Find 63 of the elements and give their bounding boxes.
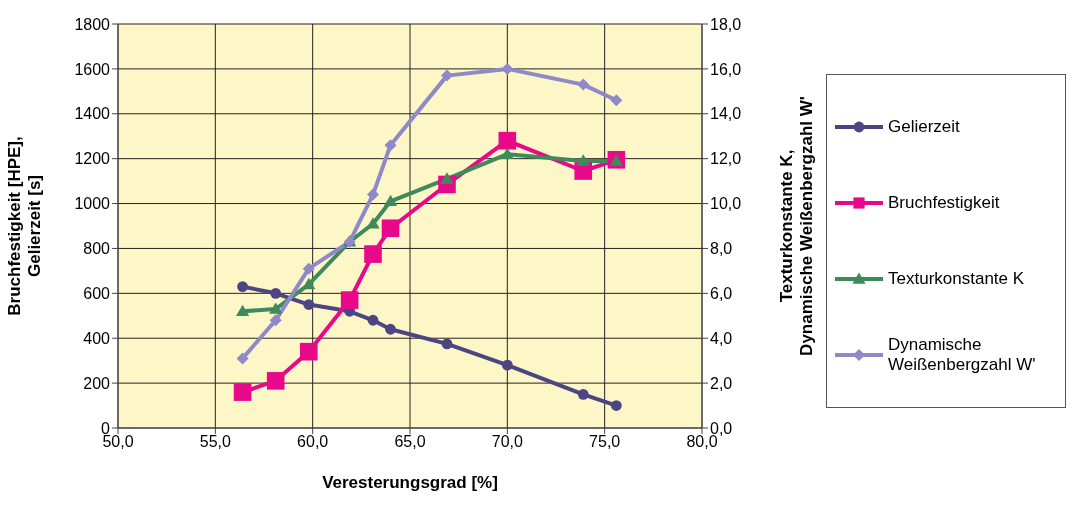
y2-tick-label: 14,0 bbox=[710, 105, 742, 123]
point bbox=[269, 302, 283, 314]
y2-tick-label: 6,0 bbox=[710, 285, 733, 303]
point bbox=[441, 338, 453, 350]
x-tick-label: 65,0 bbox=[394, 433, 426, 451]
point bbox=[235, 304, 250, 317]
x-axis-title: Veresterungsgrad [%] bbox=[322, 473, 498, 492]
y2-tick-label: 4,0 bbox=[710, 329, 733, 347]
point bbox=[270, 287, 282, 299]
y-tick-label: 1000 bbox=[74, 195, 111, 213]
point bbox=[367, 314, 379, 326]
point bbox=[299, 342, 318, 361]
point bbox=[383, 194, 398, 207]
point bbox=[610, 400, 622, 411]
x-tick-label: 55,0 bbox=[199, 433, 232, 451]
x-tick-label: 60,0 bbox=[297, 433, 329, 451]
point bbox=[266, 372, 285, 390]
y-axis-title: Bruchfestigkeit [HPE], Gelierzeit [s] bbox=[5, 136, 44, 316]
y-tick-label: 800 bbox=[83, 240, 111, 258]
point bbox=[498, 131, 517, 150]
point bbox=[576, 154, 590, 166]
y-tick-label: 400 bbox=[83, 329, 111, 347]
point bbox=[381, 219, 400, 238]
point bbox=[577, 388, 589, 400]
x-tick-label: 50,0 bbox=[102, 433, 134, 451]
point bbox=[366, 217, 380, 229]
point bbox=[501, 359, 513, 371]
point bbox=[610, 94, 623, 107]
x-tick-label: 75,0 bbox=[589, 433, 621, 451]
point bbox=[367, 188, 380, 201]
y2-tick-label: 18,0 bbox=[710, 15, 742, 33]
point bbox=[364, 245, 382, 263]
point bbox=[340, 291, 359, 309]
legend-label: Dynamische Weißenbergzahl W' bbox=[888, 335, 1037, 375]
y-tick-label: 200 bbox=[83, 374, 111, 392]
point bbox=[385, 323, 396, 335]
y2-axis-title: Texturkonstante K, Dynamische Weißenbergzahl W' bbox=[777, 96, 816, 356]
point bbox=[500, 147, 514, 159]
point bbox=[501, 62, 514, 75]
y2-tick-label: 2,0 bbox=[710, 374, 733, 392]
y-tick-label: 1200 bbox=[74, 150, 111, 168]
point bbox=[233, 383, 252, 401]
legend-label: Bruchfestigkeit bbox=[888, 193, 1000, 213]
point bbox=[440, 69, 453, 82]
y2-tick-label: 12,0 bbox=[710, 150, 742, 168]
y-tick-label: 1800 bbox=[74, 15, 111, 33]
y-tick-label: 1600 bbox=[74, 60, 111, 78]
point bbox=[236, 352, 249, 365]
point bbox=[269, 314, 282, 327]
y2-tick-label: 10,0 bbox=[710, 195, 742, 213]
point bbox=[384, 139, 397, 152]
y-tick-label: 600 bbox=[83, 285, 111, 303]
y2-tick-label: 8,0 bbox=[710, 240, 733, 258]
point bbox=[237, 281, 248, 292]
legend-label: Gelierzeit bbox=[888, 117, 960, 137]
point bbox=[302, 262, 315, 275]
y2-tick-label: 16,0 bbox=[710, 60, 742, 78]
x-tick-label: 70,0 bbox=[491, 433, 524, 451]
legend-label: Texturkonstante K bbox=[888, 269, 1025, 289]
point bbox=[577, 78, 590, 91]
point bbox=[303, 299, 315, 310]
point bbox=[302, 277, 316, 290]
y-tick-label: 1400 bbox=[74, 105, 111, 123]
